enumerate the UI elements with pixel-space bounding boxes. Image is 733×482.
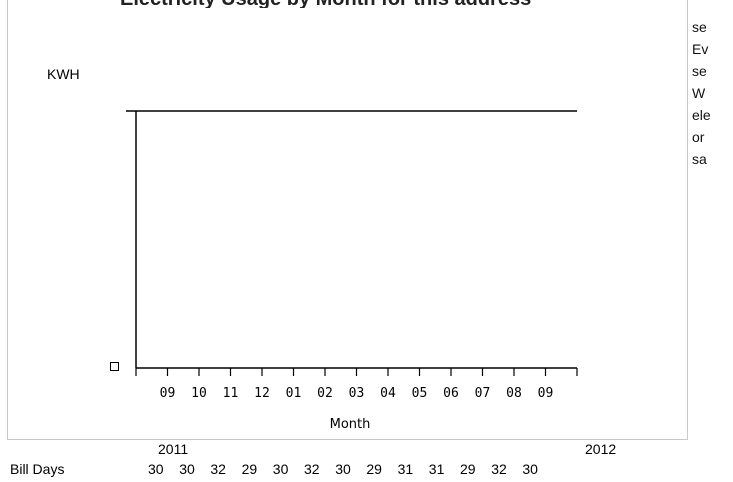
y-axis-label: KWH <box>47 66 80 82</box>
side-text-line: se <box>692 19 707 35</box>
side-text-line: sa <box>692 151 707 167</box>
side-text-line: Ev <box>692 41 709 57</box>
bill-days-value: 32 <box>210 461 226 477</box>
x-axis-label: Month <box>330 417 371 432</box>
bill-days-value: 30 <box>148 461 164 477</box>
bill-days-value: 29 <box>366 461 382 477</box>
x-tick-label: 07 <box>475 386 491 401</box>
x-tick-label: 01 <box>286 386 302 401</box>
x-tick-label: 09 <box>160 386 176 401</box>
x-tick-label: 09 <box>538 386 554 401</box>
bill-days-value: 29 <box>241 461 258 477</box>
bill-days-value: 32 <box>304 461 320 477</box>
x-tick-label: 08 <box>506 386 522 401</box>
bill-days-value: 30 <box>179 461 195 477</box>
x-tick-label: 02 <box>317 386 333 401</box>
x-tick-label: 12 <box>254 386 270 401</box>
x-tick-label: 04 <box>380 386 396 401</box>
chart-frame <box>7 0 688 440</box>
x-tick-label: 06 <box>443 386 459 401</box>
bill-days-value: 31 <box>397 461 414 477</box>
legend-marker <box>110 362 119 371</box>
x-tick-label: 03 <box>349 386 365 401</box>
side-text-line: or <box>692 129 705 145</box>
bill-days-value: 32 <box>491 461 507 477</box>
side-text-line: ele <box>692 107 711 123</box>
year-label-end: 2012 <box>585 441 617 457</box>
side-text-line: W <box>692 85 706 101</box>
bill-days-value: 30 <box>272 461 289 477</box>
side-text-line: se <box>692 63 707 79</box>
bill-days-label: Bill Days <box>10 461 65 477</box>
x-tick-label: 05 <box>412 386 428 401</box>
x-tick-label: 11 <box>223 386 239 401</box>
chart-title: Electricity Usage by Month for this addr… <box>120 0 640 8</box>
bill-days-value: 29 <box>460 461 476 477</box>
x-tick-label: 10 <box>191 386 207 401</box>
bill-days-value: 30 <box>335 461 351 477</box>
year-label-start: 2011 <box>158 441 189 457</box>
x-ticks: 09 10 11 12 01 02 03 04 05 06 07 08 09 <box>135 368 578 401</box>
bill-days-value: 31 <box>428 461 445 477</box>
bill-days-value: 30 <box>522 461 538 477</box>
